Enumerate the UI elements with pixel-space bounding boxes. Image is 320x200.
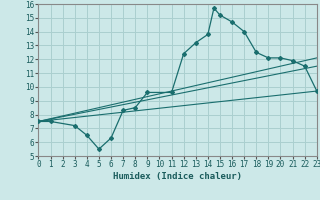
X-axis label: Humidex (Indice chaleur): Humidex (Indice chaleur) (113, 172, 242, 181)
